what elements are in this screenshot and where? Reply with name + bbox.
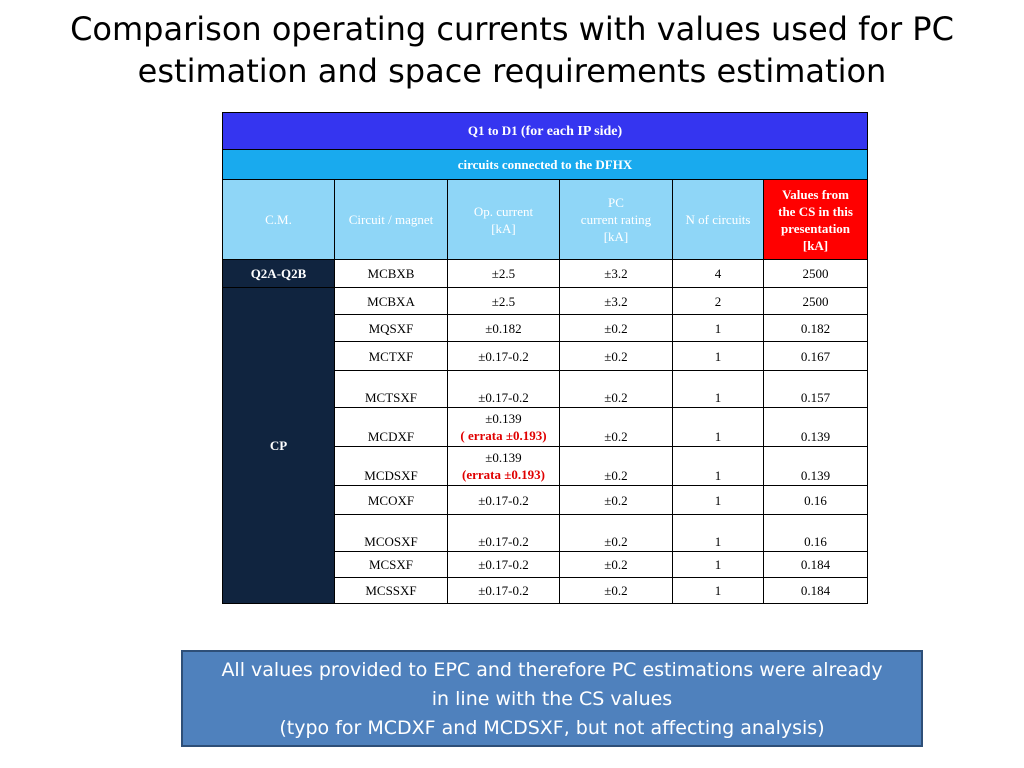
table-row: Q2A-Q2B MCBXB ±2.5 ±3.2 4 2500	[222, 259, 868, 288]
cell-pc: ±0.2	[559, 577, 673, 604]
cell-magnet: MCSXF	[334, 551, 448, 578]
cell-cs: 0.182	[763, 314, 868, 342]
cell-op: ±0.182	[447, 314, 560, 342]
header-op-current-line: Op. current	[473, 203, 534, 219]
cell-magnet: MCSSXF	[334, 577, 448, 604]
title-line-1: Comparison operating currents with value…	[70, 10, 954, 48]
table-row: MCOXF ±0.17-0.2 ±0.2 1 0.16	[223, 485, 868, 515]
cell-cs: 0.184	[763, 577, 868, 604]
cell-cs: 0.139	[763, 407, 868, 447]
group-label-cp: CP	[222, 287, 335, 604]
header-pc-rating: PC current rating [kA]	[559, 179, 673, 260]
currents-table: Q1 to D1 (for each IP side) circuits con…	[222, 112, 868, 604]
cell-pc: ±0.2	[559, 485, 673, 515]
header-cs-unit: [kA]	[802, 237, 829, 253]
main-band-sublabel: (for each IP side)	[520, 124, 623, 139]
header-pc-line: PC	[608, 195, 624, 210]
cell-op: ±0.139 ( errata ±0.193)	[447, 407, 560, 447]
errata-note: (errata ±0.193)	[462, 467, 545, 482]
cell-magnet: MCOSXF	[334, 514, 448, 552]
cell-n: 1	[672, 514, 764, 552]
cell-cs: 0.184	[763, 551, 868, 578]
cell-pc: ±0.2	[559, 407, 673, 447]
header-op-current-unit: [kA]	[491, 220, 516, 236]
table-sub-band: circuits connected to the DFHX	[222, 149, 868, 180]
cell-magnet: MCBXB	[334, 259, 448, 288]
header-op-current: Op. current [kA]	[447, 179, 560, 260]
cell-cs: 2500	[763, 287, 868, 315]
cell-pc: ±3.2	[559, 259, 673, 288]
cell-n: 1	[672, 446, 764, 486]
header-cm: C.M.	[222, 179, 335, 260]
cell-cs: 0.139	[763, 446, 868, 486]
cell-n: 1	[672, 314, 764, 342]
cell-magnet: MQSXF	[334, 314, 448, 342]
cell-op: ±2.5	[447, 259, 560, 288]
cell-cs: 2500	[763, 259, 868, 288]
cell-op: ±0.17-0.2	[447, 485, 560, 515]
cell-n: 4	[672, 259, 764, 288]
cell-op: ±0.17-0.2	[447, 551, 560, 578]
table-row: MQSXF ±0.182 ±0.2 1 0.182	[223, 314, 868, 342]
cell-pc: ±0.2	[559, 314, 673, 342]
cell-n: 1	[672, 551, 764, 578]
table-row: CP MCBXA ±2.5 ±3.2 2 2500	[222, 287, 868, 604]
cell-magnet: MCTSXF	[334, 370, 448, 408]
cell-cs: 0.167	[763, 341, 868, 371]
table-row: MCDXF ±0.139 ( errata ±0.193) ±0.2 1 0.1…	[223, 407, 868, 447]
header-n-circuits: N of circuits	[672, 179, 764, 260]
op-value: ±0.139	[485, 411, 522, 426]
op-value: ±0.139	[485, 450, 522, 465]
cell-op: ±0.139 (errata ±0.193)	[447, 446, 560, 486]
note-line-3: (typo for MCDXF and MCDSXF, but not affe…	[279, 717, 825, 739]
cell-op: ±0.17-0.2	[447, 341, 560, 371]
header-pc-rating-line: current rating	[580, 212, 652, 227]
note-line-2: in line with the CS values	[431, 688, 673, 710]
cell-op: ±0.17-0.2	[447, 577, 560, 604]
table-row: MCSSXF ±0.17-0.2 ±0.2 1 0.184	[223, 577, 868, 604]
note-line-1: All values provided to EPC and therefore…	[221, 659, 883, 681]
cell-n: 2	[672, 287, 764, 315]
cell-n: 1	[672, 370, 764, 408]
header-cs-line-2: the CS in this	[778, 203, 853, 219]
table-row: MCSXF ±0.17-0.2 ±0.2 1 0.184	[223, 551, 868, 578]
table-row: MCOSXF ±0.17-0.2 ±0.2 1 0.16	[223, 514, 868, 552]
cell-pc: ±0.2	[559, 370, 673, 408]
cell-pc: ±0.2	[559, 341, 673, 371]
table-main-band: Q1 to D1 (for each IP side)	[222, 112, 868, 150]
cell-cs: 0.16	[763, 514, 868, 552]
errata-note: ( errata ±0.193)	[460, 428, 547, 443]
cell-n: 1	[672, 341, 764, 371]
main-band-label: Q1 to D1	[467, 123, 518, 138]
group-label-q2a: Q2A-Q2B	[222, 259, 335, 288]
header-cs-line-1: Values from	[782, 186, 849, 202]
slide-title: Comparison operating currents with value…	[10, 8, 1014, 92]
cell-op: ±2.5	[447, 287, 560, 315]
cell-magnet: MCDXF	[334, 407, 448, 447]
cell-pc: ±3.2	[559, 287, 673, 315]
cell-magnet: MCOXF	[334, 485, 448, 515]
title-line-2: estimation and space requirements estima…	[137, 52, 887, 90]
summary-note-box: All values provided to EPC and therefore…	[181, 650, 923, 747]
table-row: MCDSXF ±0.139 (errata ±0.193) ±0.2 1 0.1…	[223, 446, 868, 486]
cell-pc: ±0.2	[559, 446, 673, 486]
cell-op: ±0.17-0.2	[447, 514, 560, 552]
cell-magnet: MCBXA	[334, 287, 448, 315]
cell-op: ±0.17-0.2	[447, 370, 560, 408]
cell-magnet: MCTXF	[334, 341, 448, 371]
cell-n: 1	[672, 485, 764, 515]
cell-pc: ±0.2	[559, 514, 673, 552]
cell-n: 1	[672, 577, 764, 604]
cell-pc: ±0.2	[559, 551, 673, 578]
header-cs-values: Values from the CS in this presentation …	[763, 179, 868, 260]
header-circuit: Circuit / magnet	[334, 179, 448, 260]
cell-n: 1	[672, 407, 764, 447]
cell-cs: 0.157	[763, 370, 868, 408]
header-cs-line-3: presentation	[780, 220, 851, 236]
cell-cs: 0.16	[763, 485, 868, 515]
cell-magnet: MCDSXF	[334, 446, 448, 486]
header-pc-unit: [kA]	[603, 229, 629, 244]
table-row: MCTSXF ±0.17-0.2 ±0.2 1 0.157	[223, 370, 868, 408]
